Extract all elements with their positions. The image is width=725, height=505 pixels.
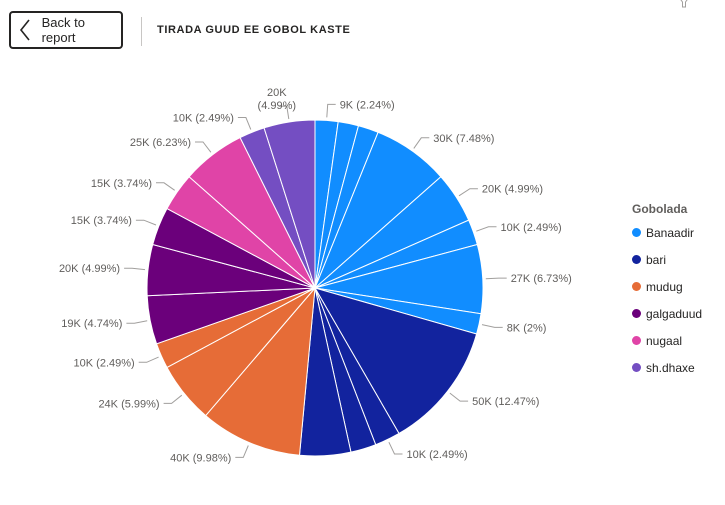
legend-marker xyxy=(632,228,641,238)
data-label: 10K (2.49%) xyxy=(173,113,234,125)
leader-line xyxy=(163,394,183,404)
leader-line xyxy=(326,103,336,118)
legend-item-sh-dhaxe[interactable]: sh.dhaxe xyxy=(632,358,702,378)
legend-label: galgaduud xyxy=(646,306,703,321)
leader-line xyxy=(278,105,290,120)
legend-item-banaadir[interactable]: Banaadir xyxy=(632,223,702,243)
leader-line xyxy=(124,267,146,271)
data-label: 10K (2.49%) xyxy=(407,449,468,461)
leader-line xyxy=(458,188,478,197)
data-label: 20K (4.99%) xyxy=(482,184,543,196)
legend-item-bari[interactable]: bari xyxy=(632,250,702,270)
data-label: 10K (2.49%) xyxy=(74,357,135,369)
filter-icon[interactable] xyxy=(677,0,691,8)
legend: Gobolada Banaadir bari mudug galgaduud nugaa… xyxy=(632,202,702,385)
legend-item-galgaduud[interactable]: galgaduud xyxy=(632,304,702,324)
back-button-label: Back to report xyxy=(41,15,85,45)
data-label: 15K (3.74%) xyxy=(91,178,152,190)
legend-marker xyxy=(632,336,641,346)
leader-line xyxy=(413,137,430,149)
back-to-report-button[interactable]: Back to report xyxy=(9,11,123,49)
pie-slice-sh-dhaxe[interactable] xyxy=(263,119,316,289)
leader-line xyxy=(235,445,249,458)
data-label: 15K (3.74%) xyxy=(71,215,132,227)
leader-line xyxy=(195,141,212,153)
leader-line xyxy=(476,226,497,232)
data-label: 9K (2.24%) xyxy=(340,99,395,111)
data-label: 10K (2.49%) xyxy=(501,222,562,234)
data-label: 30K (7.48%) xyxy=(433,133,494,145)
leader-line xyxy=(485,277,507,280)
data-label: 50K (12.47%) xyxy=(472,396,539,408)
leader-line xyxy=(135,219,157,226)
legend-label: sh.dhaxe xyxy=(646,360,695,375)
legend-marker xyxy=(632,282,641,292)
leader-line xyxy=(138,356,159,363)
chevron-left-icon xyxy=(14,15,36,45)
data-label: 8K (2%) xyxy=(507,322,547,334)
data-label: 20K (4.99%) xyxy=(258,87,297,112)
legend-label: mudug xyxy=(646,279,683,294)
pie-slice-mudug[interactable] xyxy=(204,286,316,456)
legend-label: Banaadir xyxy=(646,225,695,240)
legend-marker xyxy=(632,255,641,265)
leader-line xyxy=(481,324,503,328)
leader-line xyxy=(156,182,175,191)
data-label: 27K (6.73%) xyxy=(511,273,572,285)
page-title: TIRADA GUUD EE GOBOL KASTE xyxy=(157,24,351,36)
data-label: 20K (4.99%) xyxy=(59,263,120,275)
leader-line xyxy=(126,320,148,324)
legend-label: nugaal xyxy=(646,333,683,348)
data-label: 25K (6.23%) xyxy=(130,137,191,149)
legend-item-mudug[interactable]: mudug xyxy=(632,277,702,297)
legend-title: Gobolada xyxy=(632,202,688,216)
header-divider xyxy=(141,17,142,46)
leader-line xyxy=(449,392,469,402)
data-label: 24K (5.99%) xyxy=(98,398,159,410)
legend-marker xyxy=(632,363,641,373)
pie-slice-bari[interactable] xyxy=(313,287,478,435)
legend-label: bari xyxy=(646,252,667,267)
legend-item-nugaal[interactable]: nugaal xyxy=(632,331,702,351)
leader-line xyxy=(237,117,252,130)
data-label: 19K (4.74%) xyxy=(61,318,122,330)
legend-marker xyxy=(632,309,641,319)
data-label: 40K (9.98%) xyxy=(170,452,231,464)
leader-line xyxy=(388,441,403,455)
